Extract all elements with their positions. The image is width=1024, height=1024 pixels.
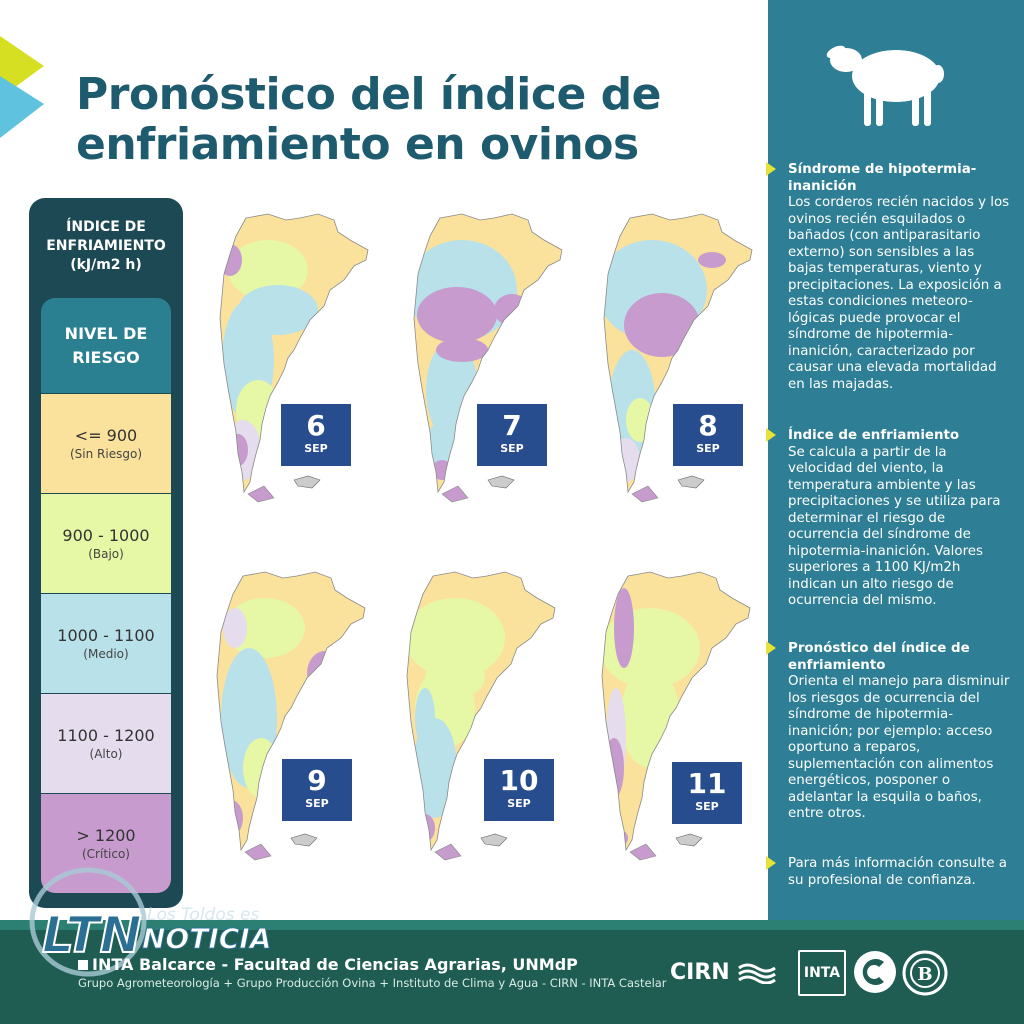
section-body: Los corderos recién nacidos y los ovinos… [788, 195, 1010, 392]
section-body: Para más información consulte a su profe… [788, 856, 1007, 888]
section-heading: Síndrome de hipotermia-inanición [788, 162, 977, 194]
map-sep-11 [590, 568, 765, 868]
risk-area [225, 598, 305, 658]
section-body: Orienta el manejo para disminuir los rie… [788, 674, 1010, 821]
footer [0, 920, 1024, 1024]
date-month: SEP [695, 800, 719, 813]
info-panel [768, 0, 1024, 920]
section-heading: Pronóstico del índice de enfriamiento [788, 641, 970, 673]
date-month: SEP [305, 797, 329, 810]
legend-level-medium: 1000 - 1100 (Medio) [41, 594, 171, 693]
date-day: 8 [698, 409, 718, 442]
risk-area [698, 252, 726, 268]
map-sep-9 [205, 568, 380, 868]
level-name: (Medio) [83, 647, 129, 661]
risk-area [494, 294, 530, 326]
section-body: Se calcula a partir de la velocidad del … [788, 444, 1001, 609]
bullet-icon [766, 428, 776, 442]
legend-level-low: 900 - 1000 (Bajo) [41, 494, 171, 593]
level-range: > 1200 [76, 826, 136, 845]
date-month: SEP [696, 442, 720, 455]
date-day: 10 [499, 764, 539, 797]
level-range: 900 - 1000 [62, 526, 150, 545]
date-badge: 6 SEP [281, 404, 351, 466]
legend-level-high: 1100 - 1200 (Alto) [41, 694, 171, 793]
date-badge: 10 SEP [484, 759, 554, 821]
ltn-watermark: LTN Los Toldos es NOTICIA [29, 867, 272, 977]
risk-area [436, 338, 488, 362]
risk-area [415, 688, 435, 748]
date-month: SEP [500, 442, 524, 455]
map-sep-6 [208, 210, 383, 510]
risk-level-header: NIVEL DE RIESGO [41, 298, 171, 393]
legend-level-none: <= 900 (Sin Riesgo) [41, 394, 171, 493]
inta-logo: INTA [798, 950, 846, 996]
level-range: 1100 - 1200 [57, 726, 155, 745]
noticia-text: NOTICIA [142, 922, 271, 955]
unmdp-logo: B [902, 950, 948, 996]
section-cooling-index: Índice de enfriamiento Se calcula a part… [788, 428, 1012, 610]
risk-area [417, 287, 497, 343]
credits: Grupo Agrometeorología + Grupo Producció… [78, 976, 667, 990]
level-name: (Bajo) [88, 547, 124, 561]
date-day: 11 [687, 767, 727, 800]
inta-square-icon [78, 960, 88, 970]
map-sep-8 [592, 210, 767, 510]
level-range: <= 900 [74, 426, 138, 445]
footer-stripe [0, 920, 1024, 930]
sheep-icon [826, 45, 944, 126]
legend: ÍNDICE DE ENFRIAMIENTO (kJ/m2 h) NIVEL D… [29, 198, 183, 908]
risk-area [407, 598, 505, 678]
risk-area [223, 608, 247, 648]
section-heading: Índice de enfriamiento [788, 428, 960, 443]
risk-area [220, 244, 242, 276]
legend-title-line: (kJ/m2 h) [70, 257, 142, 273]
svg-text:B: B [917, 964, 932, 985]
risk-area [425, 658, 485, 698]
level-name: (Crítico) [82, 847, 130, 861]
page-title: Pronóstico del índice de enfriamiento en… [76, 69, 661, 170]
risk-area [626, 398, 654, 442]
legend-title-line: ÍNDICE DE [66, 219, 146, 235]
date-badge: 8 SEP [673, 404, 743, 466]
date-badge: 7 SEP [477, 404, 547, 466]
level-range: 1000 - 1100 [57, 626, 155, 645]
date-day: 9 [307, 764, 327, 797]
ltn-text: LTN [42, 906, 142, 964]
date-month: SEP [304, 442, 328, 455]
date-month: SEP [507, 797, 531, 810]
risk-area [614, 588, 634, 668]
risk-area [243, 738, 279, 798]
legend-title-line: ENFRIAMIENTO [46, 238, 166, 254]
bullet-icon [766, 641, 776, 655]
los-toldos-text: Los Toldos es [147, 905, 259, 925]
risk-area [228, 240, 308, 300]
risk-area [624, 293, 700, 357]
risk-area [620, 668, 680, 768]
bullet-icon [766, 856, 776, 870]
section-hypothermia: Síndrome de hipotermia-inanición Los cor… [788, 162, 1012, 393]
date-day: 7 [502, 409, 522, 442]
cirn-waves-icon [738, 963, 777, 985]
risk-level-label: RIESGO [72, 348, 140, 367]
decorative-arrows [0, 36, 44, 138]
risk-area [432, 460, 452, 480]
cirn-logo: CIRN [670, 960, 777, 986]
map-sep-10 [395, 568, 570, 868]
risk-level-label: NIVEL DE [64, 324, 148, 343]
date-badge: 11 SEP [672, 762, 742, 824]
institution-name: INTA Balcarce - Facultad de Ciencias Agr… [92, 955, 578, 974]
cirn-text: CIRN [670, 960, 730, 985]
level-name: (Sin Riesgo) [70, 447, 142, 461]
faculty-logo [854, 951, 896, 993]
date-day: 6 [306, 409, 326, 442]
section-forecast: Pronóstico del índice de enfriamiento Or… [788, 641, 1012, 823]
legend-title: ÍNDICE DE ENFRIAMIENTO (kJ/m2 h) [29, 218, 183, 275]
level-name: (Alto) [89, 747, 123, 761]
section-more-info: Para más información consulte a su profe… [788, 856, 1012, 889]
map-sep-7 [402, 210, 577, 510]
date-badge: 9 SEP [282, 759, 352, 821]
risk-area [415, 814, 435, 842]
bullet-icon [766, 162, 776, 176]
